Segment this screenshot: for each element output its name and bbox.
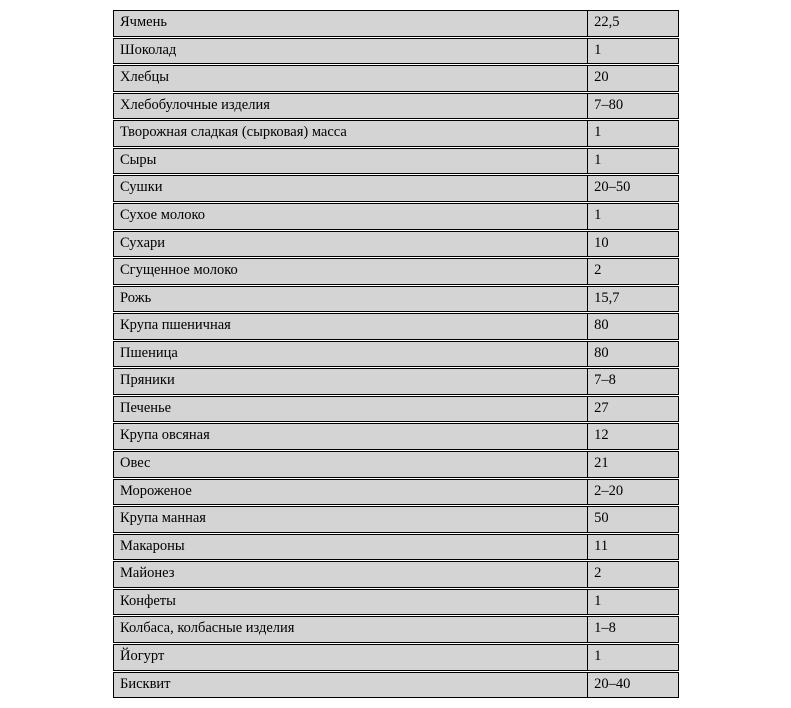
food-name-cell: Сухое молоко	[114, 203, 588, 229]
table-row: Ячмень22,5	[114, 11, 679, 37]
food-value-cell: 80	[588, 341, 679, 367]
food-name-cell: Сыры	[114, 148, 588, 174]
food-name-cell: Бисквит	[114, 672, 588, 698]
food-name-cell: Шоколад	[114, 38, 588, 64]
table-row: Пшеница80	[114, 341, 679, 367]
table-row: Крупа пшеничная80	[114, 314, 679, 340]
food-value-cell: 80	[588, 314, 679, 340]
food-name-cell: Йогурт	[114, 644, 588, 670]
food-name-cell: Творожная сладкая (сырковая) масса	[114, 121, 588, 147]
food-value-cell: 7–80	[588, 93, 679, 119]
food-value-cell: 20	[588, 66, 679, 92]
food-name-cell: Пряники	[114, 369, 588, 395]
table-row: Рожь15,7	[114, 286, 679, 312]
food-value-cell: 22,5	[588, 11, 679, 37]
food-value-cell: 27	[588, 396, 679, 422]
food-name-cell: Печенье	[114, 396, 588, 422]
table-row: Овес21	[114, 452, 679, 478]
food-name-cell: Сгущенное молоко	[114, 259, 588, 285]
food-name-cell: Мороженое	[114, 479, 588, 505]
table-row: Конфеты1	[114, 589, 679, 615]
food-value-cell: 2–20	[588, 479, 679, 505]
food-table: Ячмень22,5Шоколад1Хлебцы20Хлебобулочные …	[113, 10, 679, 698]
food-value-cell: 20–40	[588, 672, 679, 698]
food-table-container: Ячмень22,5Шоколад1Хлебцы20Хлебобулочные …	[0, 10, 791, 698]
table-row: Крупа овсяная12	[114, 424, 679, 450]
food-value-cell: 1–8	[588, 617, 679, 643]
food-name-cell: Пшеница	[114, 341, 588, 367]
table-row: Сушки20–50	[114, 176, 679, 202]
table-row: Пряники7–8	[114, 369, 679, 395]
food-name-cell: Ячмень	[114, 11, 588, 37]
food-name-cell: Хлебцы	[114, 66, 588, 92]
food-value-cell: 15,7	[588, 286, 679, 312]
food-name-cell: Конфеты	[114, 589, 588, 615]
table-row: Сухари10	[114, 231, 679, 257]
table-row: Сгущенное молоко2	[114, 259, 679, 285]
food-name-cell: Макароны	[114, 534, 588, 560]
food-value-cell: 2	[588, 562, 679, 588]
food-name-cell: Сушки	[114, 176, 588, 202]
table-row: Хлебцы20	[114, 66, 679, 92]
food-value-cell: 1	[588, 589, 679, 615]
food-value-cell: 10	[588, 231, 679, 257]
table-body: Ячмень22,5Шоколад1Хлебцы20Хлебобулочные …	[114, 11, 679, 698]
food-value-cell: 20–50	[588, 176, 679, 202]
food-name-cell: Хлебобулочные изделия	[114, 93, 588, 119]
food-value-cell: 2	[588, 259, 679, 285]
table-row: Йогурт1	[114, 644, 679, 670]
food-value-cell: 1	[588, 121, 679, 147]
table-row: Печенье27	[114, 396, 679, 422]
food-value-cell: 1	[588, 203, 679, 229]
food-name-cell: Сухари	[114, 231, 588, 257]
food-name-cell: Рожь	[114, 286, 588, 312]
food-name-cell: Крупа овсяная	[114, 424, 588, 450]
food-name-cell: Крупа манная	[114, 507, 588, 533]
table-row: Макароны11	[114, 534, 679, 560]
food-name-cell: Овес	[114, 452, 588, 478]
table-row: Сухое молоко1	[114, 203, 679, 229]
table-row: Хлебобулочные изделия7–80	[114, 93, 679, 119]
food-name-cell: Крупа пшеничная	[114, 314, 588, 340]
food-value-cell: 12	[588, 424, 679, 450]
table-row: Шоколад1	[114, 38, 679, 64]
table-row: Творожная сладкая (сырковая) масса1	[114, 121, 679, 147]
table-row: Сыры1	[114, 148, 679, 174]
table-row: Мороженое2–20	[114, 479, 679, 505]
food-value-cell: 50	[588, 507, 679, 533]
table-row: Майонез2	[114, 562, 679, 588]
table-row: Крупа манная50	[114, 507, 679, 533]
food-value-cell: 11	[588, 534, 679, 560]
food-value-cell: 1	[588, 38, 679, 64]
food-value-cell: 1	[588, 644, 679, 670]
food-name-cell: Колбаса, колбасные изделия	[114, 617, 588, 643]
food-value-cell: 7–8	[588, 369, 679, 395]
food-name-cell: Майонез	[114, 562, 588, 588]
food-value-cell: 1	[588, 148, 679, 174]
food-value-cell: 21	[588, 452, 679, 478]
table-row: Колбаса, колбасные изделия1–8	[114, 617, 679, 643]
table-row: Бисквит20–40	[114, 672, 679, 698]
